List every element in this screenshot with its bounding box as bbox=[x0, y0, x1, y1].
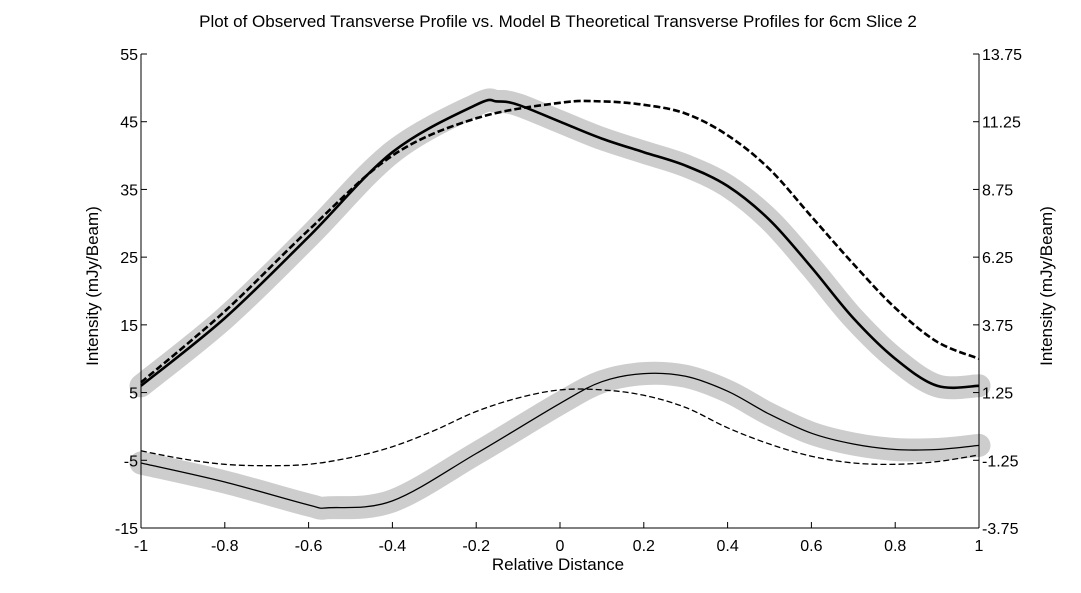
x-tick-label: -0.8 bbox=[211, 538, 239, 555]
y-axis-label-left: Intensity (mJy/Beam) bbox=[83, 206, 102, 366]
x-tick-label: 1 bbox=[975, 538, 984, 555]
y-tick-label-left: 55 bbox=[120, 47, 138, 64]
x-axis-label: Relative Distance bbox=[492, 555, 624, 574]
y-tick-label-left: 35 bbox=[120, 182, 138, 199]
y-axis-label-right: Intensity (mJy/Beam) bbox=[1037, 206, 1056, 366]
x-tick-label: -1 bbox=[134, 538, 148, 555]
y-tick-label-right: -1.25 bbox=[982, 453, 1019, 470]
y-tick-label-left: 5 bbox=[129, 386, 138, 403]
chart-title: Plot of Observed Transverse Profile vs. … bbox=[199, 12, 917, 31]
y-tick-label-left: 25 bbox=[120, 250, 138, 267]
y-tick-label-right: 8.75 bbox=[982, 182, 1013, 199]
y-tick-label-right: -3.75 bbox=[982, 521, 1019, 538]
series-2-line bbox=[140, 99, 980, 384]
x-tick-label: 0.2 bbox=[633, 538, 655, 555]
series-4-line bbox=[140, 388, 980, 467]
x-tick-label: -0.2 bbox=[462, 538, 490, 555]
x-tick-label: 0.8 bbox=[884, 538, 906, 555]
x-tick-label: -0.6 bbox=[295, 538, 323, 555]
x-tick-label: -0.4 bbox=[379, 538, 407, 555]
y-tick-label-left: -5 bbox=[124, 453, 138, 470]
y-tick-label-right: 6.25 bbox=[982, 250, 1013, 267]
y-tick-label-left: -15 bbox=[115, 521, 138, 538]
y-tick-label-right: 3.75 bbox=[982, 318, 1013, 335]
y-tick-label-right: 11.25 bbox=[982, 115, 1021, 132]
y-tick-label-right: 1.25 bbox=[982, 386, 1013, 403]
y-tick-label-left: 15 bbox=[120, 318, 138, 335]
x-tick-label: 0 bbox=[556, 538, 565, 555]
series-lines bbox=[140, 98, 980, 509]
y-tick-label-left: 45 bbox=[120, 115, 138, 132]
tick-marks bbox=[140, 53, 980, 529]
tick-labels: -1 -0.8 -0.6 -0.4 -0.2 0 0.2 0.4 0.6 0.8 1 -15 -5 5 15… bbox=[115, 47, 1022, 555]
x-tick-label: 0.4 bbox=[716, 538, 738, 555]
series-1-line bbox=[140, 98, 980, 390]
x-tick-label: 0.6 bbox=[800, 538, 822, 555]
series-3-line bbox=[140, 372, 980, 509]
y-tick-label-right: 13.75 bbox=[982, 47, 1022, 64]
